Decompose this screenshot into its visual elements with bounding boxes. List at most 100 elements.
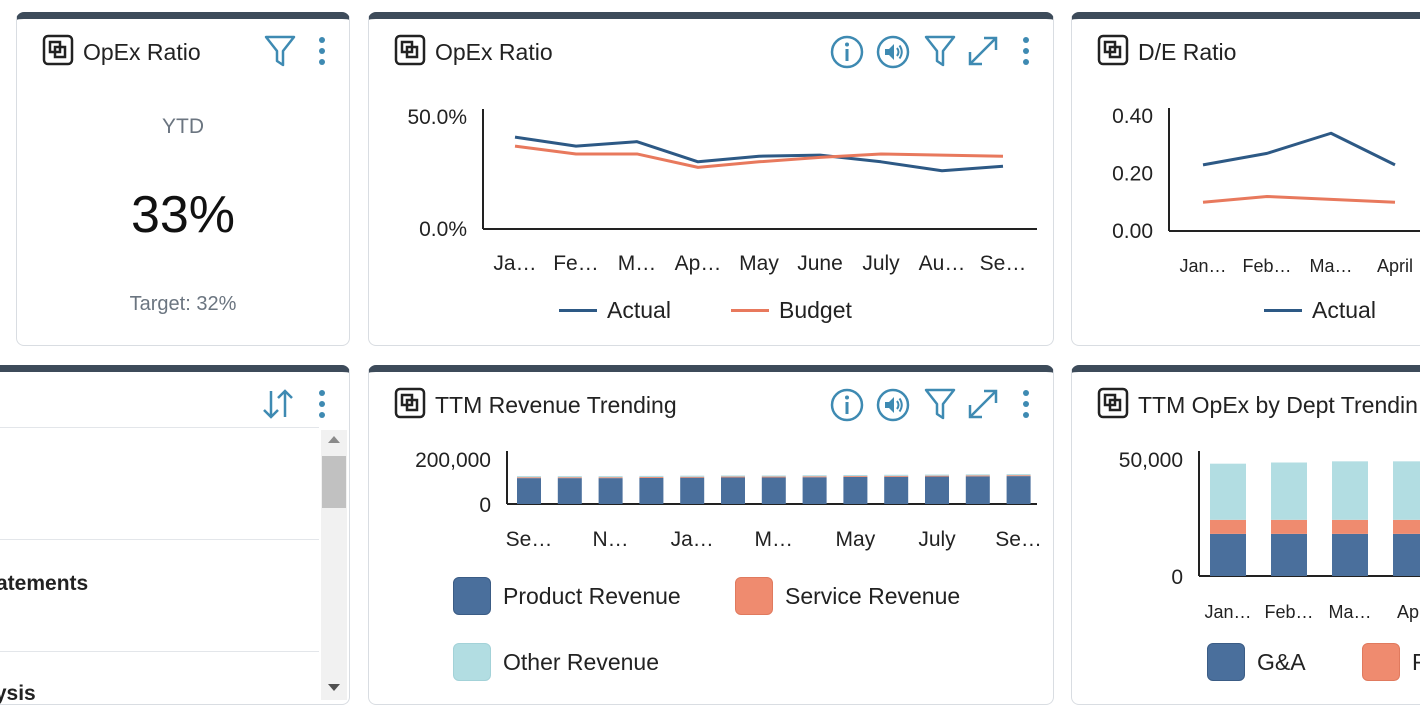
x-tick-label: M… xyxy=(755,528,794,551)
speaker-icon[interactable] xyxy=(875,34,911,70)
bar-segment xyxy=(925,476,949,504)
filter-icon[interactable] xyxy=(922,386,958,422)
bar-segment xyxy=(1332,533,1368,576)
bar-segment xyxy=(598,478,623,504)
x-tick-label: N… xyxy=(593,528,629,551)
card-header: D/E Ratio xyxy=(1072,19,1420,66)
bar-segment xyxy=(1271,462,1307,520)
bar-segment xyxy=(721,475,745,477)
more-vertical-icon[interactable] xyxy=(315,37,329,67)
expand-icon[interactable] xyxy=(965,386,1001,422)
series-line-1 xyxy=(1202,131,1396,167)
chart-card-opex-ratio: OpEx Ratio 50.0% 0.0% Ja… Fe… M… Ap… May June Ju… xyxy=(368,12,1054,346)
x-tick-label: Ma… xyxy=(1309,256,1352,276)
scrollbar-track[interactable] xyxy=(321,430,347,700)
more-vertical-icon[interactable] xyxy=(315,390,329,420)
legend-item-budget[interactable]: Budget xyxy=(731,297,852,324)
list-item[interactable] xyxy=(0,427,319,540)
bar-segment xyxy=(721,477,745,504)
kpi-card-opex-ratio: OpEx Ratio YTD 33% Target: 32% xyxy=(16,12,350,346)
kpi-target: Target: 32% xyxy=(129,293,237,315)
bar-segment xyxy=(802,477,827,504)
list-item[interactable]: tatements xyxy=(0,539,319,652)
bar-segment xyxy=(557,477,582,479)
card-header: TTM Revenue Trending xyxy=(369,372,1053,422)
bar-segment xyxy=(680,477,705,504)
x-tick-label: Fe… xyxy=(553,252,599,275)
info-icon[interactable] xyxy=(829,387,865,423)
legend-item-actual[interactable]: Actual xyxy=(559,297,671,324)
bar-segment xyxy=(721,476,745,478)
sort-icon[interactable] xyxy=(260,386,296,422)
info-icon[interactable] xyxy=(829,34,865,70)
x-tick-label: Ja… xyxy=(671,528,714,551)
bar-segment xyxy=(761,476,786,478)
window-icon xyxy=(42,34,74,66)
legend-item-actual[interactable]: Actual xyxy=(1264,297,1376,324)
legend-label: Product Revenue xyxy=(503,582,681,609)
window-icon xyxy=(1097,34,1129,66)
card-header: TTM OpEx by Dept Trendin xyxy=(1072,372,1420,419)
window-icon xyxy=(394,387,426,419)
bar-segment xyxy=(843,474,868,477)
expand-icon[interactable] xyxy=(965,33,1001,69)
chart-card-ttm-revenue: TTM Revenue Trending 200,000 0 Se… N… Ja… M… M… xyxy=(368,365,1054,705)
legend-label: Budget xyxy=(779,297,852,323)
y-tick-label: 0 xyxy=(479,494,491,517)
legend-label: G&A xyxy=(1257,648,1306,675)
bar-segment xyxy=(639,475,664,477)
legend-item-service-revenue[interactable]: Service Revenue xyxy=(735,577,960,615)
legend-swatch xyxy=(1362,643,1400,681)
legend-item-other-revenue[interactable]: Other Revenue xyxy=(453,643,659,681)
x-tick-label: Se… xyxy=(506,528,553,551)
bar-segment xyxy=(557,476,582,478)
card-title: TTM OpEx by Dept Trendin xyxy=(1138,392,1418,418)
bar-segment xyxy=(557,478,582,504)
x-tick-label: M… xyxy=(618,252,657,275)
filter-icon[interactable] xyxy=(922,33,958,69)
legend-swatch xyxy=(1207,643,1245,681)
scroll-up-arrow[interactable] xyxy=(328,436,340,443)
list-item[interactable]: lysis xyxy=(0,651,319,704)
speaker-icon[interactable] xyxy=(875,387,911,423)
bar-segment xyxy=(517,477,541,479)
x-tick-label: Se… xyxy=(980,252,1027,275)
bar-segment xyxy=(965,474,990,476)
ttm-revenue-bar-chart: 200,000 0 Se… N… Ja… M… May July Se… xyxy=(415,449,1042,551)
legend-item-r[interactable]: R xyxy=(1362,643,1420,681)
legend-item-g-and-a[interactable]: G&A xyxy=(1207,643,1306,681)
bar-segment xyxy=(884,476,909,504)
legend-item-product-revenue[interactable]: Product Revenue xyxy=(453,577,681,615)
scroll-down-arrow[interactable] xyxy=(328,684,340,691)
bar-segment xyxy=(1332,519,1368,534)
x-tick-label: Feb… xyxy=(1242,256,1291,276)
kpi-value: 33% xyxy=(130,186,236,244)
kpi-period: YTD xyxy=(162,115,204,138)
y-tick-label: 0.00 xyxy=(1112,220,1153,243)
y-tick-label: 0 xyxy=(1171,566,1183,589)
card-header xyxy=(0,372,349,420)
x-tick-label: Ja… xyxy=(493,252,536,275)
x-tick-label: Se… xyxy=(995,528,1042,551)
filter-icon[interactable] xyxy=(262,33,298,69)
bar-segment xyxy=(680,476,705,478)
x-tick-label: Feb… xyxy=(1264,602,1313,622)
more-vertical-icon[interactable] xyxy=(1019,37,1033,67)
bar-segment xyxy=(1006,475,1031,477)
bar-segment xyxy=(965,475,990,477)
x-tick-label: May xyxy=(836,528,876,551)
x-tick-label: Ap… xyxy=(675,252,722,275)
x-tick-label: Jan… xyxy=(1204,602,1251,622)
y-tick-label: 0.40 xyxy=(1112,105,1153,128)
opex-ratio-line-chart: 50.0% 0.0% Ja… Fe… M… Ap… May June July Au… Se… xyxy=(407,106,1037,275)
de-ratio-line-chart: 0.40 0.20 0.00 Jan… Feb… Ma… April xyxy=(1112,105,1420,276)
bar-segment xyxy=(1271,519,1307,534)
window-icon xyxy=(394,34,426,66)
bar-segment xyxy=(1393,519,1420,534)
more-vertical-icon[interactable] xyxy=(1019,390,1033,420)
bar-segment xyxy=(1271,533,1307,576)
report-list-card: tatements lysis xyxy=(0,365,350,705)
legend-label: Actual xyxy=(607,297,671,323)
legend-swatch xyxy=(453,643,491,681)
scrollbar-thumb[interactable] xyxy=(322,456,346,508)
